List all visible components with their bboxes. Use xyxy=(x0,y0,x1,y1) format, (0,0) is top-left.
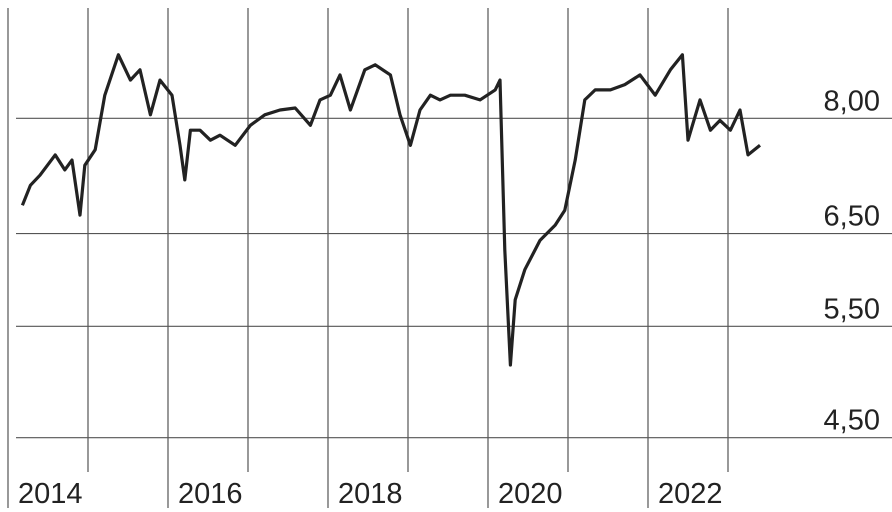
price-line xyxy=(20,53,761,367)
x-tick-label: 2016 xyxy=(178,478,243,510)
y-tick-label: 6,50 xyxy=(824,201,880,233)
y-tick-label: 5,50 xyxy=(824,293,880,325)
y-tick-label: 4,50 xyxy=(824,405,880,437)
x-tick-label: 2022 xyxy=(658,478,723,510)
x-tick-label: 2018 xyxy=(338,478,403,510)
x-tick-label: 2014 xyxy=(18,478,83,510)
x-tick-label: 2020 xyxy=(498,478,563,510)
y-tick-label: 8,00 xyxy=(824,85,880,117)
